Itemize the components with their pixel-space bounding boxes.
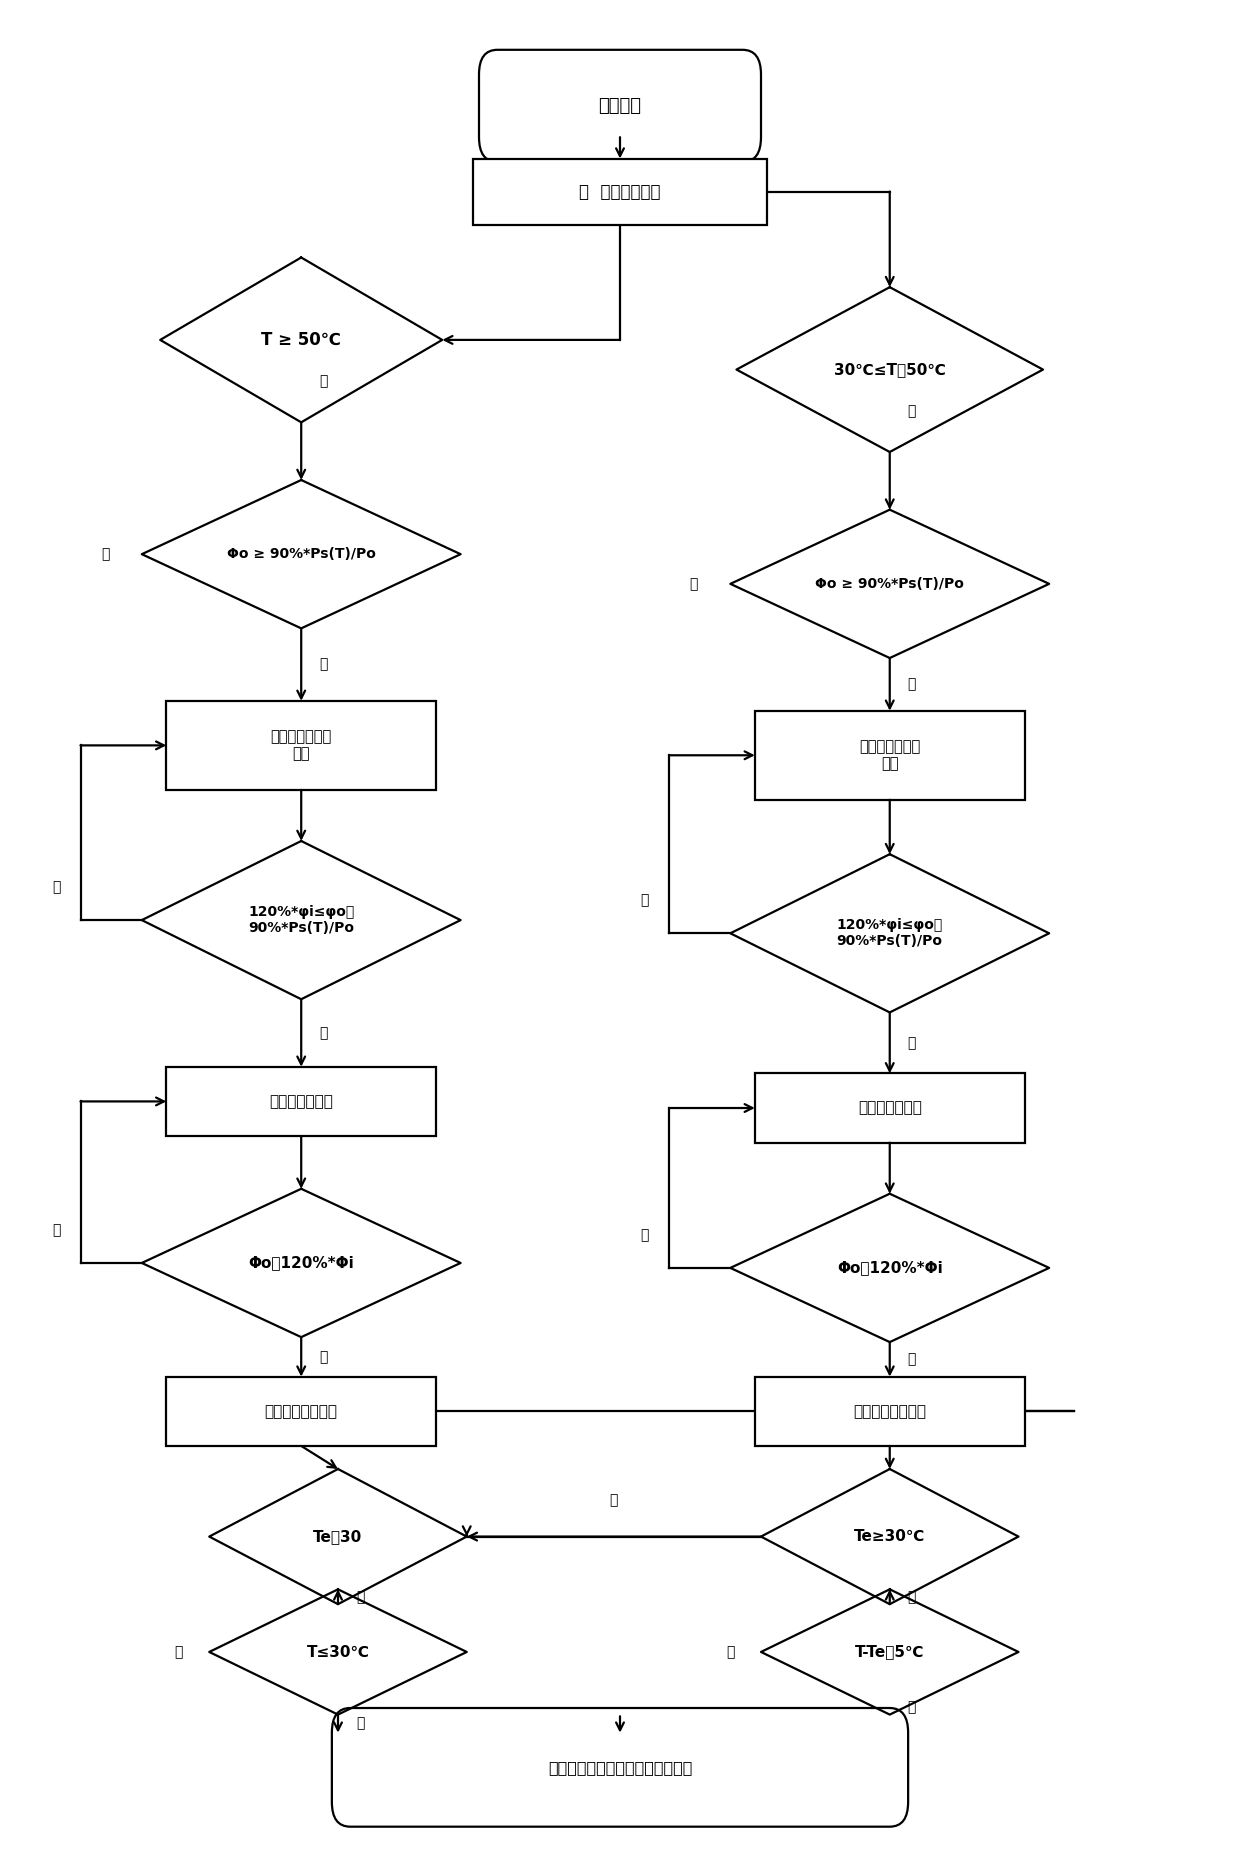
Text: 是: 是 [908, 1352, 916, 1367]
Text: 否: 否 [52, 880, 61, 895]
Polygon shape [761, 1469, 1018, 1603]
Text: 否: 否 [727, 1644, 734, 1659]
Text: T-Te＜5℃: T-Te＜5℃ [856, 1644, 925, 1659]
Text: 是: 是 [356, 1590, 365, 1603]
Text: Φo ≥ 90%*Ps(T)/Po: Φo ≥ 90%*Ps(T)/Po [816, 577, 965, 591]
Polygon shape [141, 480, 460, 629]
Text: 关机信号: 关机信号 [599, 97, 641, 115]
Text: 打开冷却水泵降温: 打开冷却水泵降温 [853, 1404, 926, 1419]
Polygon shape [160, 257, 443, 422]
Polygon shape [730, 854, 1049, 1012]
Text: 打开冷却水泵降温: 打开冷却水泵降温 [264, 1404, 337, 1419]
FancyBboxPatch shape [479, 50, 761, 162]
Bar [755, 1376, 1024, 1445]
Text: 否: 否 [175, 1644, 182, 1659]
Text: 30℃≤T＜50℃: 30℃≤T＜50℃ [833, 363, 946, 378]
Text: 是: 是 [908, 1036, 916, 1049]
Text: 否: 否 [100, 547, 109, 562]
Bar [755, 1073, 1024, 1142]
Polygon shape [141, 1189, 460, 1337]
Text: 否: 否 [640, 1228, 649, 1242]
Text: Φo＜120%*Φi: Φo＜120%*Φi [248, 1256, 355, 1270]
Text: 是: 是 [319, 658, 327, 671]
Bar [755, 711, 1024, 800]
Text: 否: 否 [640, 893, 649, 908]
Text: Te＜30: Te＜30 [314, 1529, 362, 1544]
Polygon shape [730, 1194, 1049, 1343]
Text: 否: 否 [689, 577, 698, 591]
Text: 第一吹气量吹打: 第一吹气量吹打 [269, 1094, 334, 1109]
Bar [472, 158, 768, 225]
Text: 转为第二吹气量
吹扫: 转为第二吹气量 吹扫 [859, 738, 920, 772]
Text: 是: 是 [908, 677, 916, 692]
Bar [166, 1068, 436, 1136]
Text: 是: 是 [908, 404, 916, 418]
Text: 第一吹气量吹打: 第一吹气量吹打 [858, 1101, 921, 1116]
Bar [166, 701, 436, 790]
Text: 第  一吹气量吹扫: 第 一吹气量吹扫 [579, 182, 661, 201]
Text: Φo ≥ 90%*Ps(T)/Po: Φo ≥ 90%*Ps(T)/Po [227, 547, 376, 562]
Text: 是: 是 [908, 1700, 916, 1715]
Text: 停止吹扫，关闭空气泵和冷却水泵: 停止吹扫，关闭空气泵和冷却水泵 [548, 1760, 692, 1774]
Polygon shape [730, 510, 1049, 658]
Text: 是: 是 [356, 1717, 365, 1730]
Text: 转为第二吹气量
吹打: 转为第二吹气量 吹打 [270, 729, 332, 761]
Polygon shape [761, 1588, 1018, 1715]
Text: 是: 是 [908, 1590, 916, 1603]
Text: 否: 否 [52, 1224, 61, 1237]
Polygon shape [141, 841, 460, 999]
Text: 是: 是 [319, 1027, 327, 1040]
Text: 是: 是 [319, 374, 327, 389]
Polygon shape [737, 286, 1043, 452]
Text: 否: 否 [610, 1494, 618, 1507]
Text: 120%*φi≤φo＜
90%*Ps(T)/Po: 120%*φi≤φo＜ 90%*Ps(T)/Po [837, 919, 942, 949]
Polygon shape [210, 1588, 466, 1715]
Bar [166, 1376, 436, 1445]
Polygon shape [210, 1469, 466, 1603]
Text: 是: 是 [319, 1350, 327, 1363]
Text: 120%*φi≤φo＜
90%*Ps(T)/Po: 120%*φi≤φo＜ 90%*Ps(T)/Po [248, 906, 355, 936]
FancyBboxPatch shape [332, 1707, 908, 1827]
Text: T≤30℃: T≤30℃ [306, 1644, 370, 1659]
Text: Te≥30℃: Te≥30℃ [854, 1529, 925, 1544]
Text: Φo＜120%*Φi: Φo＜120%*Φi [837, 1261, 942, 1276]
Text: T ≥ 50℃: T ≥ 50℃ [262, 331, 341, 350]
